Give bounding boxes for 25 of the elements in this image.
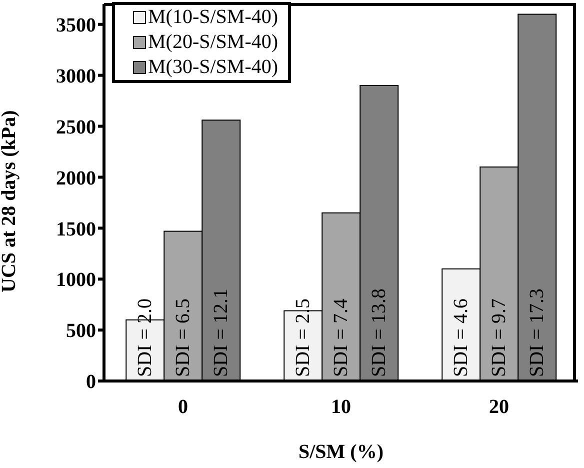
y-tick-label: 3500 (56, 14, 96, 36)
y-tick-label: 1500 (56, 218, 96, 240)
annotation: SDI = 2.0 (134, 298, 156, 377)
annotation: SDI = 9.7 (488, 298, 510, 377)
annotation: SDI = 7.4 (330, 298, 352, 377)
x-tick-label: 20 (489, 396, 509, 418)
y-tick-label: 1000 (56, 269, 96, 292)
y-tick-label: 2500 (56, 116, 96, 138)
annotation: SDI = 17.3 (526, 288, 548, 377)
annotation: SDI = 6.5 (172, 298, 194, 377)
annotation: SDI = 12.1 (210, 288, 232, 377)
legend-label: M(10-S/SM-40) (148, 5, 278, 30)
x-axis-title: S/SM (%) (298, 441, 384, 463)
x-tick-label: 0 (178, 396, 188, 418)
y-tick-label: 500 (66, 320, 96, 342)
y-tick-label: 3000 (56, 65, 96, 88)
x-tick-label: 10 (331, 396, 351, 418)
annotation: SDI = 4.6 (450, 298, 472, 377)
annotation: SDI = 13.8 (368, 288, 390, 377)
legend-label: M(30-S/SM-40) (148, 55, 278, 80)
y-axis-title: UCS at 28 days (kPa) (0, 110, 20, 292)
y-tick-label: 2000 (56, 167, 96, 190)
legend-label: M(20-S/SM-40) (148, 30, 278, 55)
y-tick-label: 0 (86, 371, 96, 394)
annotation: SDI = 2.5 (292, 298, 314, 377)
